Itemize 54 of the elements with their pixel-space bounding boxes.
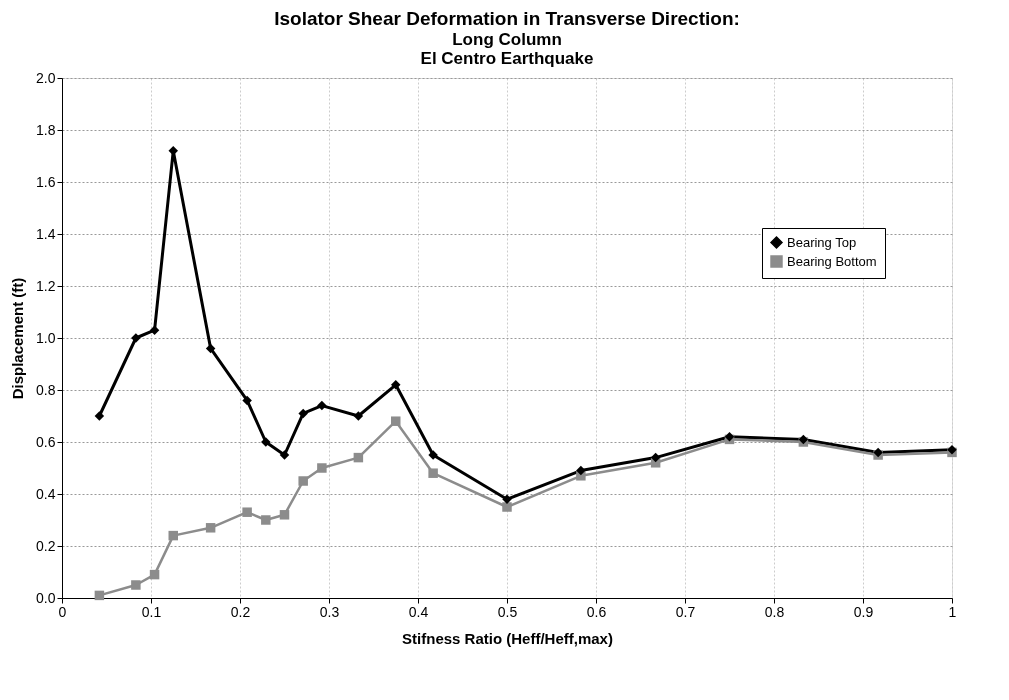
point: [131, 580, 141, 590]
x-tick-label: 0.4: [408, 603, 429, 620]
point: [149, 569, 160, 580]
x-tick-label: 0.7: [675, 603, 696, 620]
point: [279, 510, 290, 520]
point: [391, 380, 401, 390]
y-tick-label: 1.8: [36, 121, 56, 138]
point: [205, 343, 216, 354]
point: [298, 476, 308, 486]
point: [94, 411, 105, 421]
chart-title: Isolator Shear Deformation in Transverse Direction:: [274, 8, 740, 29]
y-tick-label: 1.2: [36, 277, 56, 294]
legend-label: Bearing Bottom: [787, 253, 877, 269]
x-tick-label: 0.3: [319, 603, 340, 620]
x-tick-label: 0.8: [764, 603, 785, 620]
point: [317, 400, 327, 411]
point: [261, 515, 271, 525]
y-tick-label: 0.2: [36, 537, 56, 554]
x-tick-label: 0.1: [141, 603, 162, 620]
y-tick-label: 0.6: [36, 433, 56, 450]
point: [317, 463, 327, 473]
y-tick-label: 2.0: [36, 69, 56, 86]
x-tick-label: 0.5: [497, 603, 518, 620]
point: [353, 411, 364, 421]
point: [168, 530, 178, 541]
point: [502, 502, 512, 512]
point: [391, 416, 401, 426]
point: [428, 468, 438, 478]
point: [149, 325, 160, 335]
point: [279, 450, 290, 460]
x-tick-label: 1: [948, 603, 957, 620]
y-tick-label: 0.8: [36, 381, 56, 398]
y-tick-label: 0.4: [36, 485, 56, 502]
y-tick-label: 1.6: [36, 173, 56, 190]
point: [242, 507, 252, 517]
x-tick-label: 0.6: [586, 603, 607, 620]
point: [94, 590, 105, 601]
point: [298, 408, 308, 419]
x-tick-label: 0.9: [853, 603, 874, 620]
y-tick-label: 1.4: [36, 225, 56, 242]
point: [353, 452, 364, 463]
legend-label: Bearing Top: [787, 234, 857, 250]
text: El Centro Earthquake: [420, 49, 594, 68]
point: [242, 395, 252, 406]
point: [205, 523, 216, 533]
text: Long Column: [452, 30, 562, 49]
point: [576, 465, 586, 476]
y-axis-title: Displacement (ft): [9, 277, 27, 400]
x-tick-label: 0.2: [230, 603, 251, 620]
y-tick-label: 0.0: [36, 589, 56, 606]
x-tick-label: 0: [58, 603, 67, 620]
x-axis-title: Stifness Ratio (Heff/Heff,max): [402, 629, 613, 647]
point: [650, 452, 661, 463]
y-tick-label: 1.0: [36, 329, 56, 346]
